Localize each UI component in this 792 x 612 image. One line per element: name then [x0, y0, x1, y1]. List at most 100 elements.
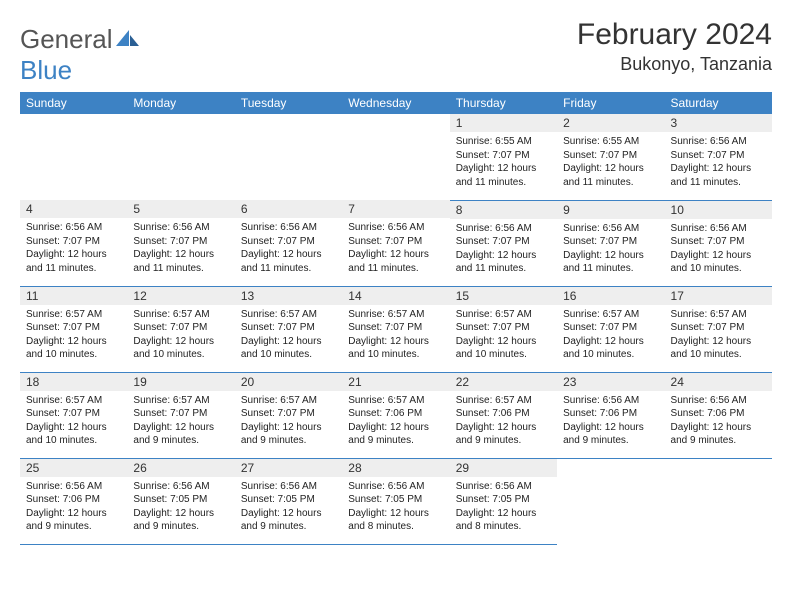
sunset-text: Sunset: 7:07 PM — [241, 235, 336, 249]
brand-part1: General — [20, 24, 113, 54]
day-number: 17 — [665, 287, 772, 305]
daylight-text: Daylight: 12 hours and 11 minutes. — [563, 162, 658, 189]
sunrise-text: Sunrise: 6:56 AM — [671, 135, 766, 149]
calendar-table: SundayMondayTuesdayWednesdayThursdayFrid… — [20, 92, 772, 545]
calendar-cell: 24Sunrise: 6:56 AMSunset: 7:06 PMDayligh… — [665, 372, 772, 458]
daylight-text: Daylight: 12 hours and 9 minutes. — [671, 421, 766, 448]
sunset-text: Sunset: 7:05 PM — [348, 493, 443, 507]
calendar-cell: 18Sunrise: 6:57 AMSunset: 7:07 PMDayligh… — [20, 372, 127, 458]
day-content: Sunrise: 6:56 AMSunset: 7:05 PMDaylight:… — [127, 477, 234, 538]
daylight-text: Daylight: 12 hours and 11 minutes. — [26, 248, 121, 275]
day-number: 14 — [342, 287, 449, 305]
day-number: 15 — [450, 287, 557, 305]
calendar-week-row: 25Sunrise: 6:56 AMSunset: 7:06 PMDayligh… — [20, 458, 772, 544]
calendar-cell: 1Sunrise: 6:55 AMSunset: 7:07 PMDaylight… — [450, 114, 557, 200]
weekday-header: Tuesday — [235, 92, 342, 114]
daylight-text: Daylight: 12 hours and 11 minutes. — [456, 162, 551, 189]
daylight-text: Daylight: 12 hours and 10 minutes. — [241, 335, 336, 362]
day-number: 26 — [127, 459, 234, 477]
sunrise-text: Sunrise: 6:56 AM — [348, 221, 443, 235]
calendar-cell: 10Sunrise: 6:56 AMSunset: 7:07 PMDayligh… — [665, 200, 772, 286]
day-number: 27 — [235, 459, 342, 477]
calendar-cell: 11Sunrise: 6:57 AMSunset: 7:07 PMDayligh… — [20, 286, 127, 372]
day-content: Sunrise: 6:56 AMSunset: 7:06 PMDaylight:… — [20, 477, 127, 538]
daylight-text: Daylight: 12 hours and 10 minutes. — [671, 335, 766, 362]
daylight-text: Daylight: 12 hours and 11 minutes. — [133, 248, 228, 275]
day-content: Sunrise: 6:57 AMSunset: 7:07 PMDaylight:… — [342, 305, 449, 366]
day-number: 9 — [557, 201, 664, 219]
brand-part2: Blue — [20, 55, 72, 85]
sunset-text: Sunset: 7:07 PM — [563, 321, 658, 335]
calendar-cell — [342, 114, 449, 200]
day-content: Sunrise: 6:56 AMSunset: 7:07 PMDaylight:… — [235, 218, 342, 279]
day-content: Sunrise: 6:57 AMSunset: 7:07 PMDaylight:… — [235, 391, 342, 452]
sunset-text: Sunset: 7:05 PM — [241, 493, 336, 507]
calendar-cell: 7Sunrise: 6:56 AMSunset: 7:07 PMDaylight… — [342, 200, 449, 286]
day-content: Sunrise: 6:57 AMSunset: 7:07 PMDaylight:… — [127, 391, 234, 452]
day-content: Sunrise: 6:56 AMSunset: 7:06 PMDaylight:… — [665, 391, 772, 452]
sunrise-text: Sunrise: 6:56 AM — [456, 480, 551, 494]
calendar-cell — [665, 458, 772, 544]
calendar-cell: 8Sunrise: 6:56 AMSunset: 7:07 PMDaylight… — [450, 200, 557, 286]
calendar-cell: 13Sunrise: 6:57 AMSunset: 7:07 PMDayligh… — [235, 286, 342, 372]
title-block: February 2024 Bukonyo, Tanzania — [577, 18, 772, 75]
daylight-text: Daylight: 12 hours and 9 minutes. — [133, 507, 228, 534]
weekday-header: Thursday — [450, 92, 557, 114]
day-content: Sunrise: 6:56 AMSunset: 7:07 PMDaylight:… — [665, 132, 772, 193]
calendar-cell — [235, 114, 342, 200]
calendar-cell: 20Sunrise: 6:57 AMSunset: 7:07 PMDayligh… — [235, 372, 342, 458]
sail-icon — [116, 24, 142, 55]
sunset-text: Sunset: 7:07 PM — [26, 321, 121, 335]
daylight-text: Daylight: 12 hours and 10 minutes. — [456, 335, 551, 362]
brand-logo: GeneralBlue — [20, 24, 142, 86]
day-content: Sunrise: 6:56 AMSunset: 7:06 PMDaylight:… — [557, 391, 664, 452]
sunrise-text: Sunrise: 6:56 AM — [456, 222, 551, 236]
weekday-header: Friday — [557, 92, 664, 114]
sunset-text: Sunset: 7:07 PM — [133, 235, 228, 249]
daylight-text: Daylight: 12 hours and 10 minutes. — [563, 335, 658, 362]
day-number: 13 — [235, 287, 342, 305]
calendar-cell: 14Sunrise: 6:57 AMSunset: 7:07 PMDayligh… — [342, 286, 449, 372]
sunrise-text: Sunrise: 6:57 AM — [26, 308, 121, 322]
sunrise-text: Sunrise: 6:56 AM — [671, 394, 766, 408]
sunset-text: Sunset: 7:07 PM — [563, 235, 658, 249]
weekday-header: Wednesday — [342, 92, 449, 114]
day-number: 24 — [665, 373, 772, 391]
calendar-cell: 22Sunrise: 6:57 AMSunset: 7:06 PMDayligh… — [450, 372, 557, 458]
daylight-text: Daylight: 12 hours and 9 minutes. — [241, 421, 336, 448]
sunrise-text: Sunrise: 6:57 AM — [26, 394, 121, 408]
day-number: 28 — [342, 459, 449, 477]
sunset-text: Sunset: 7:07 PM — [563, 149, 658, 163]
day-content: Sunrise: 6:55 AMSunset: 7:07 PMDaylight:… — [557, 132, 664, 193]
sunrise-text: Sunrise: 6:56 AM — [133, 480, 228, 494]
day-number: 11 — [20, 287, 127, 305]
weekday-header: Monday — [127, 92, 234, 114]
calendar-cell: 25Sunrise: 6:56 AMSunset: 7:06 PMDayligh… — [20, 458, 127, 544]
sunrise-text: Sunrise: 6:57 AM — [563, 308, 658, 322]
calendar-week-row: 1Sunrise: 6:55 AMSunset: 7:07 PMDaylight… — [20, 114, 772, 200]
day-number: 20 — [235, 373, 342, 391]
sunset-text: Sunset: 7:07 PM — [133, 407, 228, 421]
day-number: 1 — [450, 114, 557, 132]
day-number: 22 — [450, 373, 557, 391]
sunset-text: Sunset: 7:07 PM — [671, 149, 766, 163]
calendar-cell: 26Sunrise: 6:56 AMSunset: 7:05 PMDayligh… — [127, 458, 234, 544]
day-number: 6 — [235, 200, 342, 218]
sunrise-text: Sunrise: 6:57 AM — [241, 308, 336, 322]
calendar-cell: 27Sunrise: 6:56 AMSunset: 7:05 PMDayligh… — [235, 458, 342, 544]
sunrise-text: Sunrise: 6:56 AM — [133, 221, 228, 235]
day-content: Sunrise: 6:55 AMSunset: 7:07 PMDaylight:… — [450, 132, 557, 193]
daylight-text: Daylight: 12 hours and 9 minutes. — [563, 421, 658, 448]
calendar-cell: 21Sunrise: 6:57 AMSunset: 7:06 PMDayligh… — [342, 372, 449, 458]
calendar-cell: 4Sunrise: 6:56 AMSunset: 7:07 PMDaylight… — [20, 200, 127, 286]
sunrise-text: Sunrise: 6:56 AM — [26, 480, 121, 494]
sunset-text: Sunset: 7:07 PM — [241, 407, 336, 421]
daylight-text: Daylight: 12 hours and 10 minutes. — [671, 249, 766, 276]
calendar-cell: 15Sunrise: 6:57 AMSunset: 7:07 PMDayligh… — [450, 286, 557, 372]
calendar-cell — [127, 114, 234, 200]
day-content: Sunrise: 6:56 AMSunset: 7:07 PMDaylight:… — [127, 218, 234, 279]
sunrise-text: Sunrise: 6:57 AM — [456, 394, 551, 408]
location-label: Bukonyo, Tanzania — [577, 54, 772, 75]
sunset-text: Sunset: 7:07 PM — [456, 235, 551, 249]
weekday-header: Saturday — [665, 92, 772, 114]
